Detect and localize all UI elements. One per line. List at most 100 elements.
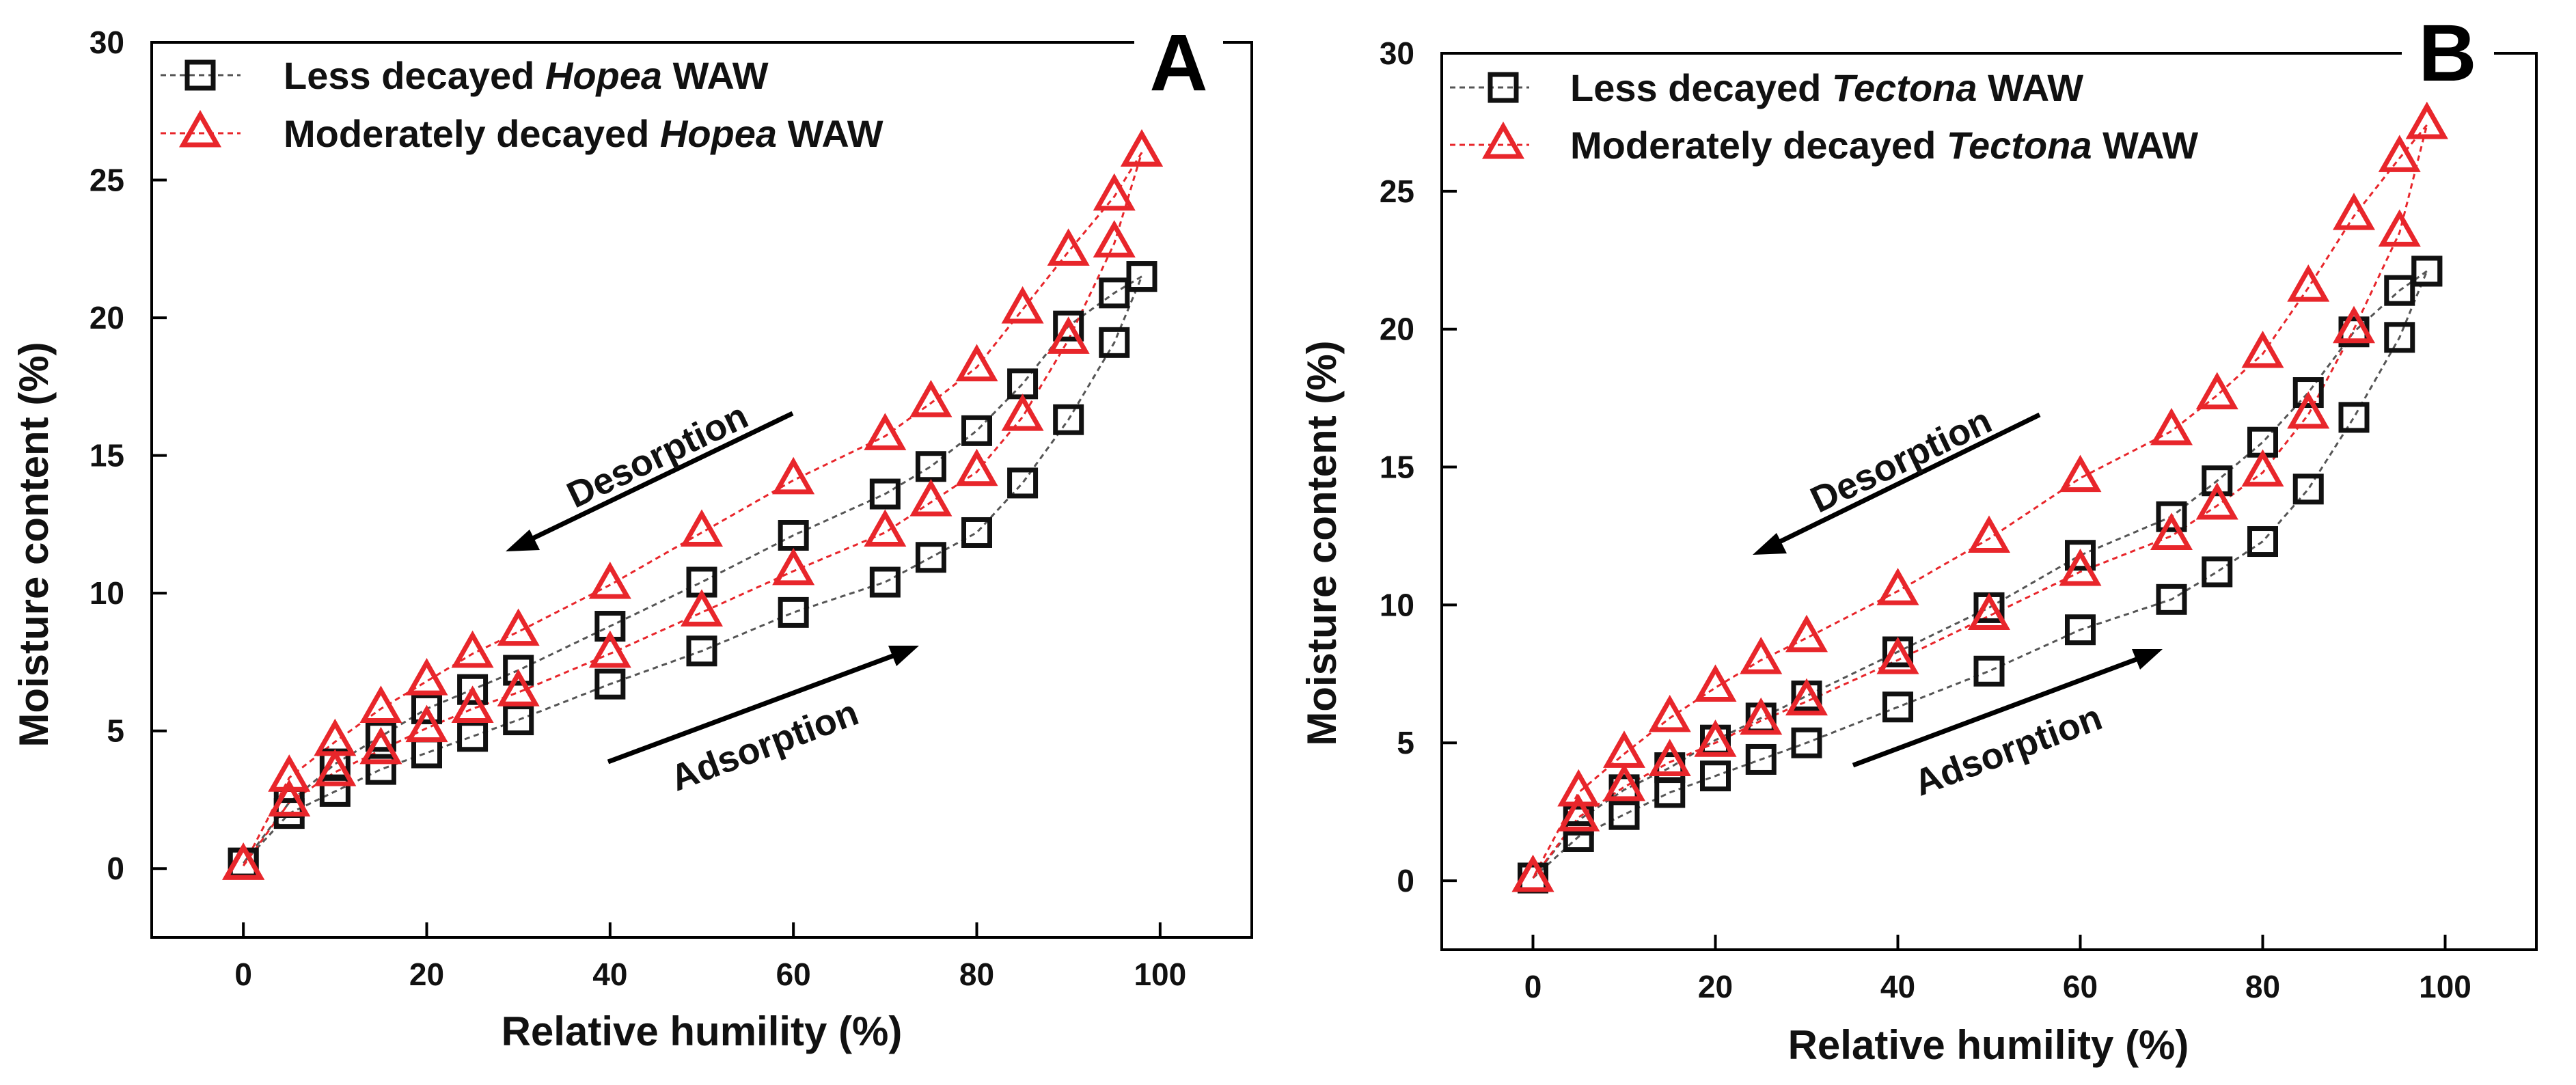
x-tick-label: 80 <box>2245 969 2280 1004</box>
series-0-desorption-point <box>457 674 489 705</box>
series-0-adsorption-point <box>2065 614 2096 646</box>
series-1-desorption-point <box>772 456 815 495</box>
series-1-desorption-point <box>864 413 907 450</box>
series-1-adsorption-point <box>2059 548 2102 586</box>
adsorption-arrowhead <box>2132 649 2163 670</box>
series-0-adsorption-point <box>915 542 946 573</box>
series-1-desorption-point <box>359 685 402 723</box>
series-1-adsorption-point <box>909 479 953 517</box>
y-axis: 0 5 10 15 20 25 30 <box>90 25 167 886</box>
x-axis-title: Relative humility (%) <box>502 1008 903 1054</box>
plot-frame <box>150 41 1253 939</box>
y-tick-label: 0 <box>107 851 124 886</box>
series-1-adsorption-point <box>1694 719 1737 757</box>
y-tick-label: 20 <box>1380 312 1414 347</box>
series-0-desorption-point <box>1053 310 1084 342</box>
series-1-desorption-point <box>1967 515 2011 553</box>
series-1-adsorption-point <box>268 779 311 816</box>
series-1-desorption-point <box>2332 193 2376 230</box>
legend: Less decayed Tectona WAW Moderately deca… <box>1450 66 2198 167</box>
legend-label-0-species: Hopea <box>545 54 662 97</box>
series-0-adsorption-point <box>961 517 992 548</box>
series-1-desorption-point <box>2150 407 2193 445</box>
legend-label-1-post: WAW <box>777 112 883 155</box>
series-0-adsorption-point <box>1007 467 1039 499</box>
x-tick-label: 100 <box>1134 957 1186 992</box>
legend-label-0-post: WAW <box>1977 66 2084 109</box>
desorption-arrowhead <box>506 530 540 551</box>
legend-marker-triangle <box>1481 121 1525 159</box>
series-0-adsorption-point <box>2292 473 2324 505</box>
series-1-desorption-point <box>2059 454 2102 493</box>
legend-label-1-species: Hopea <box>660 112 777 155</box>
panel-letter: A <box>1149 18 1207 108</box>
x-tick-label: 0 <box>1524 969 1542 1004</box>
x-tick-label: 60 <box>776 957 811 992</box>
series-1-desorption-point <box>268 754 311 792</box>
legend-label-1: Moderately decayed Hopea WAW <box>284 112 883 155</box>
legend-label-1-pre: Moderately decayed <box>1570 124 1947 167</box>
series-0-desorption-point <box>1126 261 1157 292</box>
series-1-adsorption-point <box>2332 305 2376 344</box>
x-tick-label: 0 <box>234 957 252 992</box>
series-0-desorption-point <box>1099 277 1130 309</box>
y-tick-label: 30 <box>90 25 124 60</box>
series-1-adsorption-point <box>1648 739 1691 776</box>
series-1-desorption-point <box>1648 694 1691 732</box>
series-1-adsorption-point <box>1740 697 1783 735</box>
series-1-adsorption-point <box>2195 482 2238 520</box>
legend-label-1-species: Tectona <box>1947 124 2092 167</box>
adsorption-arrow <box>1852 653 2147 768</box>
series-markers <box>222 129 1164 880</box>
legend-label-0-pre: Less decayed <box>1570 66 1832 109</box>
legend-item-0: Less decayed Hopea WAW <box>161 54 769 97</box>
series-1-desorption-point <box>955 344 998 382</box>
series-1-adsorption-point <box>2150 512 2193 550</box>
y-tick-label: 20 <box>90 300 124 335</box>
series-0-desorption-point <box>411 693 442 724</box>
series-0-desorption-point <box>2292 377 2324 409</box>
x-axis-title: Relative humility (%) <box>1788 1022 2189 1068</box>
series-0-desorption-point <box>869 478 901 510</box>
series-1-desorption-point <box>1602 730 1646 768</box>
series-1-desorption-point <box>451 630 494 668</box>
adsorption-arrowhead <box>888 646 919 666</box>
series-1-adsorption-point <box>1557 794 1600 832</box>
legend-item-1: Moderately decayed Hopea WAW <box>161 109 883 155</box>
series-1-adsorption-point <box>588 630 631 668</box>
series-1-adsorption-point <box>497 669 540 706</box>
series-1-desorption-point <box>1785 614 1828 653</box>
y-tick-label: 5 <box>1397 725 1414 760</box>
desorption-arrow <box>521 411 794 546</box>
legend-label-0-pre: Less decayed <box>284 54 545 97</box>
series-1-desorption-point <box>1557 769 1600 807</box>
series-0-adsorption-point <box>2156 583 2187 615</box>
series-1-adsorption-point <box>359 726 402 765</box>
y-axis: 0 5 10 15 20 25 30 <box>1380 36 1457 898</box>
series-0-adsorption-point <box>1745 743 1777 775</box>
series-1-desorption-point <box>588 561 631 599</box>
x-tick-label: 100 <box>2419 969 2471 1004</box>
y-axis-title: Moisture content (%) <box>11 342 57 747</box>
series-0-desorption-point <box>2384 275 2415 306</box>
y-tick-label: 5 <box>107 713 124 749</box>
series-0-adsorption-point <box>1882 691 1913 723</box>
series-1-desorption-point <box>680 509 724 547</box>
series-0-adsorption-point <box>869 566 901 598</box>
series-1-desorption-point <box>1120 129 1164 167</box>
series-1-desorption-point <box>1740 637 1783 674</box>
y-tick-label: 15 <box>90 438 124 473</box>
legend-marker-square <box>184 59 216 91</box>
series-0-adsorption-point <box>594 668 626 700</box>
y-tick-label: 25 <box>90 163 124 198</box>
series-0-desorption-point <box>2202 465 2233 497</box>
y-tick-label: 25 <box>1380 174 1414 209</box>
x-tick-label: 60 <box>2063 969 2098 1004</box>
legend-item-1: Moderately decayed Tectona WAW <box>1450 121 2198 167</box>
series-1-desorption-point <box>1511 854 1554 892</box>
series-markers <box>1511 101 2448 894</box>
series-1-adsorption-point <box>1785 678 1828 716</box>
panel-letter-background <box>1134 20 1223 96</box>
